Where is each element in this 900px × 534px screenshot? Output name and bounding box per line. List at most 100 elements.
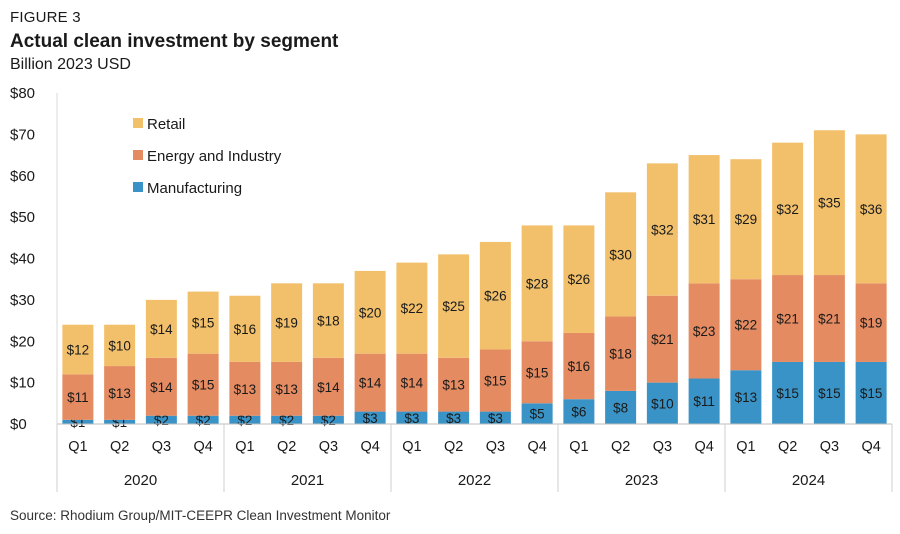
x-tick-label: Q4	[360, 439, 379, 455]
bar-energy-and-industry	[104, 366, 136, 420]
bar-energy-and-industry	[813, 275, 845, 362]
bar-retail	[271, 283, 303, 362]
bar-manufacturing	[688, 378, 720, 424]
bar-retail	[187, 291, 219, 354]
data-label: $14	[359, 376, 382, 391]
data-label: $11	[693, 394, 715, 409]
x-tick-label: Q2	[444, 439, 463, 455]
x-tick-label: Q2	[611, 439, 630, 455]
x-tick-label: Q3	[486, 439, 505, 455]
data-label: $21	[651, 332, 674, 347]
bar-retail	[646, 163, 678, 296]
bar-manufacturing	[813, 361, 845, 424]
data-label: $21	[818, 311, 841, 326]
data-label: $21	[776, 311, 799, 326]
x-tick-label: Q3	[820, 439, 839, 455]
data-label: $11	[67, 390, 89, 405]
bar-energy-and-industry	[229, 361, 261, 416]
bar-manufacturing	[563, 399, 595, 424]
legend-swatch	[133, 182, 143, 192]
year-label: 2020	[124, 472, 157, 489]
bar-manufacturing	[438, 411, 470, 424]
data-label: $26	[484, 289, 507, 304]
data-label: $25	[442, 299, 465, 314]
data-label: $22	[735, 318, 758, 333]
bar-energy-and-industry	[688, 283, 720, 379]
y-tick-label: $0	[10, 416, 27, 433]
bar-energy-and-industry	[605, 316, 637, 391]
bar-energy-and-industry	[479, 349, 511, 412]
x-tick-label: Q2	[277, 439, 296, 455]
bar-manufacturing	[772, 361, 804, 424]
bar-manufacturing	[187, 415, 219, 424]
bar-manufacturing	[730, 370, 762, 424]
bar-manufacturing	[396, 411, 428, 424]
data-label: $10	[651, 396, 674, 411]
x-tick-label: Q2	[778, 439, 797, 455]
data-label: $15	[192, 378, 215, 393]
bar-energy-and-industry	[438, 357, 470, 412]
data-label: $15	[860, 386, 883, 401]
bar-energy-and-industry	[62, 374, 94, 420]
y-tick-label: $50	[10, 209, 35, 226]
bar-manufacturing	[646, 382, 678, 424]
data-label: $35	[818, 196, 841, 211]
bar-retail	[354, 270, 386, 354]
x-tick-label: Q4	[694, 439, 713, 455]
bar-retail	[730, 159, 762, 280]
bar-manufacturing	[229, 415, 261, 424]
data-label: $22	[401, 301, 424, 316]
x-tick-label: Q4	[861, 439, 880, 455]
bar-energy-and-industry	[563, 332, 595, 400]
data-label: $16	[234, 322, 257, 337]
chart-title: Actual clean investment by segment	[10, 31, 339, 52]
data-label: $32	[651, 223, 674, 238]
data-label: $3	[363, 411, 378, 426]
bar-manufacturing	[354, 411, 386, 424]
x-tick-label: Q4	[193, 439, 212, 455]
data-label: $3	[446, 411, 461, 426]
data-label: $29	[735, 212, 758, 227]
data-label: $14	[150, 380, 173, 395]
y-tick-label: $60	[10, 168, 35, 185]
data-label: $18	[317, 314, 340, 329]
bar-retail	[479, 241, 511, 350]
chart-subtitle: Billion 2023 USD	[10, 56, 131, 73]
bar-energy-and-industry	[730, 279, 762, 371]
bar-energy-and-industry	[646, 295, 678, 383]
bar-manufacturing	[855, 361, 887, 424]
bar-retail	[396, 262, 428, 354]
data-label: $32	[776, 202, 799, 217]
data-label: $20	[359, 305, 382, 320]
data-label: $14	[317, 380, 340, 395]
data-label: $19	[860, 316, 883, 331]
bar-manufacturing	[521, 403, 553, 424]
year-label: 2022	[458, 472, 491, 489]
data-label: $13	[108, 386, 131, 401]
x-tick-label: Q3	[319, 439, 338, 455]
legend-swatch	[133, 118, 143, 128]
bar-manufacturing	[479, 411, 511, 424]
bar-retail	[521, 225, 553, 342]
bar-retail	[563, 225, 595, 333]
bar-retail	[145, 299, 177, 358]
bar-retail	[62, 324, 94, 375]
data-label: $19	[275, 316, 298, 331]
bar-retail	[605, 192, 637, 317]
data-label: $30	[609, 247, 632, 262]
data-label: $3	[488, 411, 503, 426]
x-tick-label: Q4	[527, 439, 546, 455]
x-tick-label: Q1	[569, 439, 588, 455]
figure-label: FIGURE 3	[10, 9, 81, 26]
bar-energy-and-industry	[354, 353, 386, 412]
source-note: Source: Rhodium Group/MIT-CEEPR Clean In…	[10, 508, 391, 523]
year-label: 2024	[792, 472, 825, 489]
bar-retail	[104, 324, 136, 367]
bar-manufacturing	[62, 419, 94, 424]
bar-retail	[813, 130, 845, 276]
data-label: $15	[776, 386, 799, 401]
legend-label: Energy and Industry	[147, 148, 282, 165]
bar-retail	[855, 134, 887, 284]
y-tick-label: $80	[10, 85, 35, 102]
